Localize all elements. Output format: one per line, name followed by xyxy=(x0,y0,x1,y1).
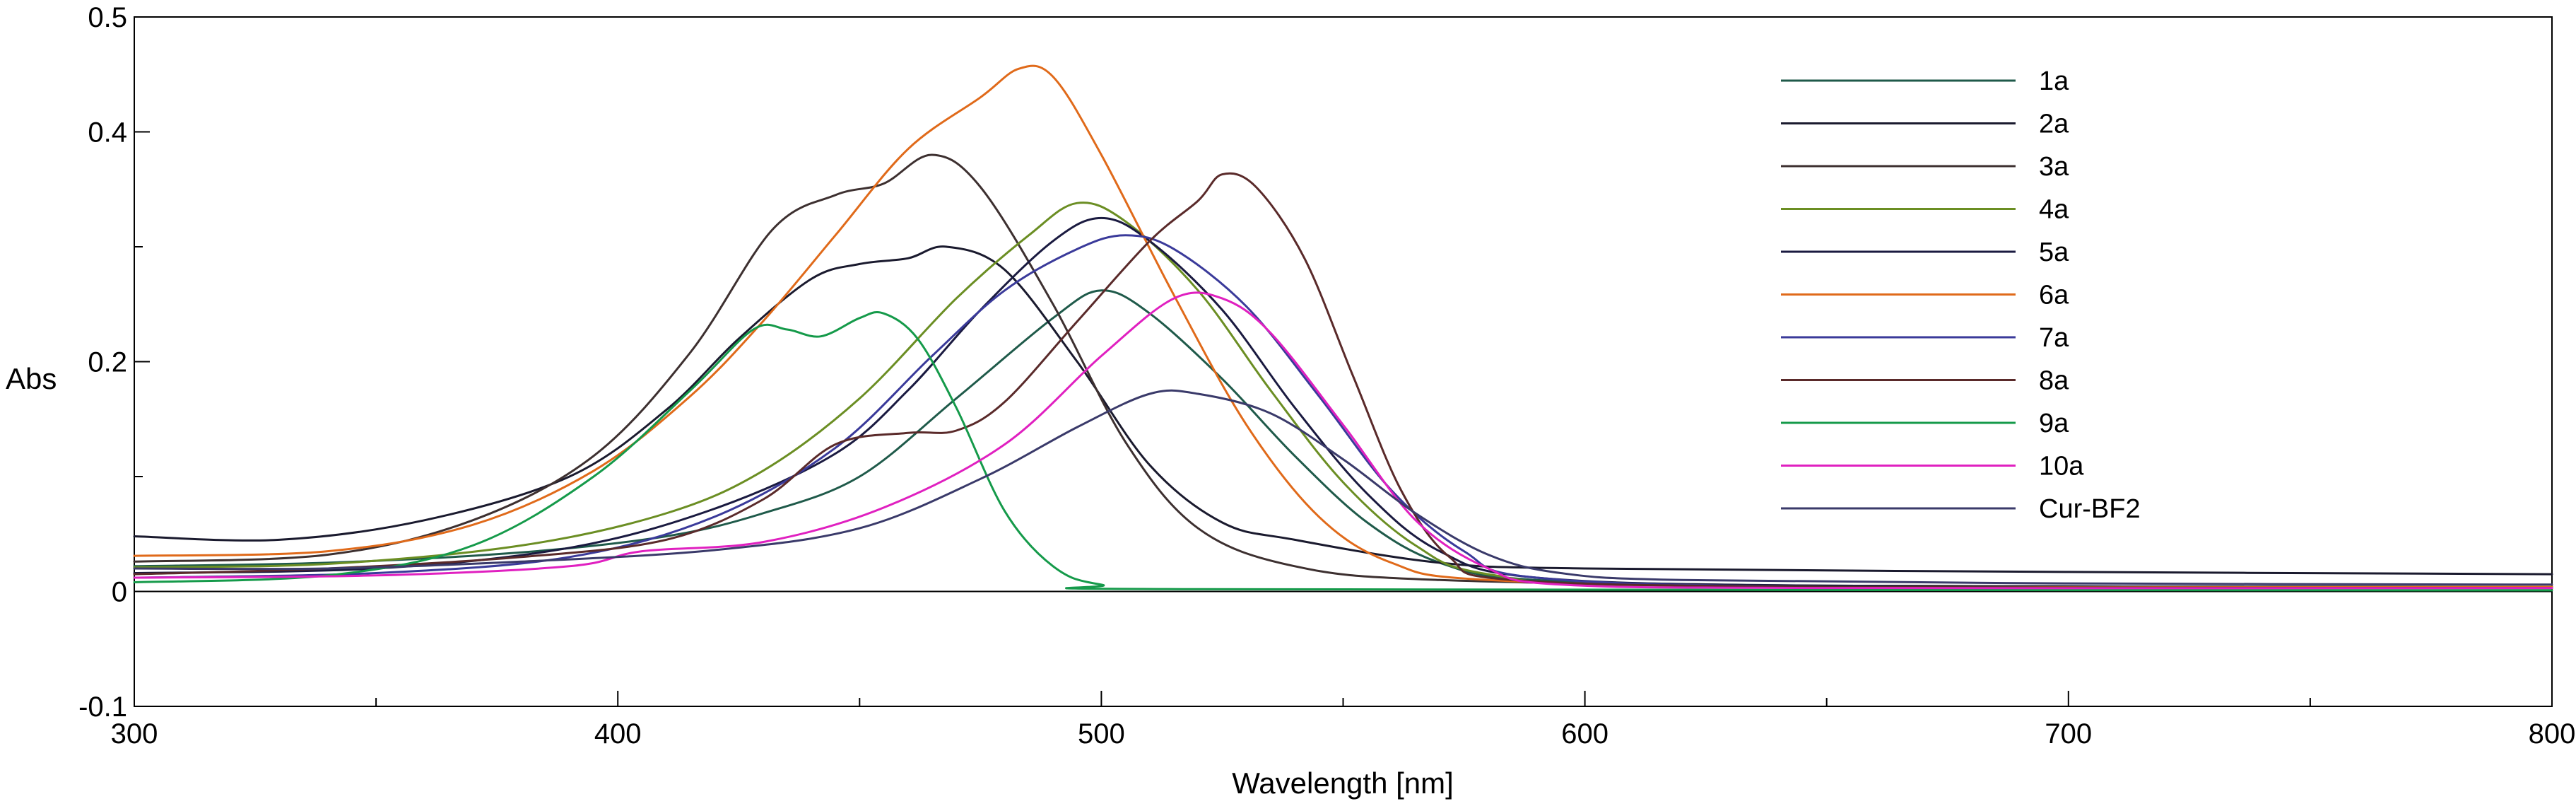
y-tick-label: 0.5 xyxy=(88,2,127,33)
y-axis-title: Abs xyxy=(6,362,57,395)
y-tick-label: 0.4 xyxy=(88,117,127,148)
legend-label-cur-bf2: Cur-BF2 xyxy=(2039,494,2141,524)
x-tick-label: 300 xyxy=(111,718,158,749)
x-tick-label: 500 xyxy=(1078,718,1125,749)
y-tick-label: 0 xyxy=(112,577,127,608)
legend-label-7a: 7a xyxy=(2039,323,2069,353)
x-axis-title: Wavelength [nm] xyxy=(1232,766,1454,800)
y-tick-label: -0.1 xyxy=(78,692,127,723)
legend-label-6a: 6a xyxy=(2039,281,2069,310)
x-tick-label: 800 xyxy=(2529,718,2576,749)
x-tick-label: 700 xyxy=(2045,718,2092,749)
legend-label-10a: 10a xyxy=(2039,452,2084,482)
legend-label-9a: 9a xyxy=(2039,409,2069,438)
legend-label-3a: 3a xyxy=(2039,152,2069,182)
legend-label-5a: 5a xyxy=(2039,238,2069,267)
legend-label-8a: 8a xyxy=(2039,366,2069,396)
legend-label-1a: 1a xyxy=(2039,66,2069,96)
y-tick-label: 0.2 xyxy=(88,347,127,378)
legend-label-4a: 4a xyxy=(2039,195,2069,225)
legend-label-2a: 2a xyxy=(2039,110,2069,139)
x-tick-label: 600 xyxy=(1561,718,1608,749)
absorbance-chart: 300 400 500 600 700 800 -0.1 0 0.2 0.4 0.5 1a 2a 3a 4… xyxy=(0,0,2576,811)
x-tick-label: 400 xyxy=(594,718,642,749)
plot-area xyxy=(134,17,2552,706)
